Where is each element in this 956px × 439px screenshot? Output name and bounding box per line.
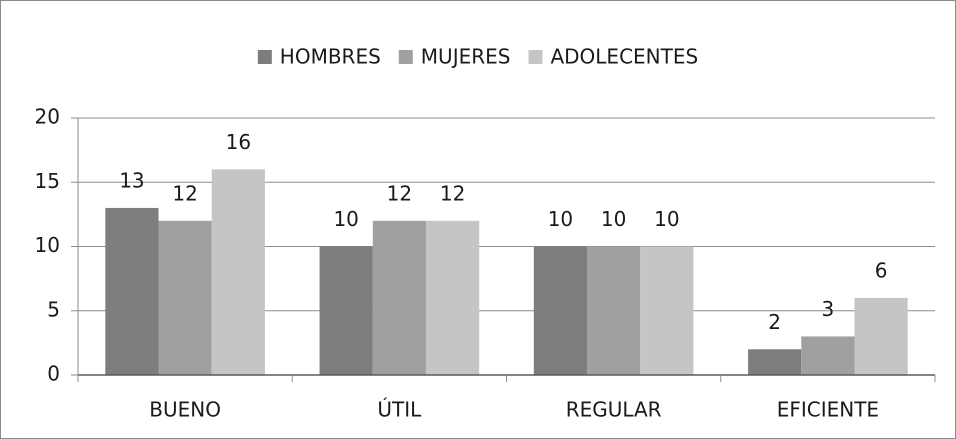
bar [854, 297, 908, 375]
bar [640, 246, 694, 375]
legend-swatch [528, 50, 543, 64]
bar [105, 207, 159, 375]
x-tick-label: REGULAR [566, 398, 662, 422]
y-tick-label: 10 [35, 233, 60, 257]
bar [319, 246, 373, 375]
data-label: 13 [119, 168, 144, 192]
y-tick-label: 5 [47, 297, 60, 321]
data-label: 10 [548, 207, 573, 231]
y-tick-label: 15 [35, 169, 60, 193]
x-tick-label: BUENO [149, 398, 221, 422]
bar [748, 349, 802, 375]
data-label: 2 [768, 310, 781, 334]
bar [425, 220, 480, 375]
x-tick-label: ÚTIL [377, 398, 422, 422]
data-label: 16 [226, 130, 251, 154]
data-label: 10 [654, 207, 679, 231]
legend-label: HOMBRES [280, 45, 381, 69]
data-label: 10 [333, 207, 358, 231]
bar [587, 246, 641, 375]
bar [533, 246, 588, 375]
bar [158, 220, 212, 375]
y-tick-label: 20 [35, 105, 60, 129]
legend-label: MUJERES [421, 45, 511, 69]
bar [372, 220, 426, 375]
legend-swatch [257, 50, 272, 64]
data-label: 6 [875, 258, 888, 282]
data-label: 12 [440, 181, 465, 205]
legend-label: ADOLECENTES [550, 45, 698, 69]
data-label: 3 [822, 297, 835, 321]
bar [801, 336, 855, 375]
x-tick-label: EFICIENTE [777, 398, 879, 422]
y-tick-label: 0 [47, 362, 60, 386]
data-label: 10 [601, 207, 626, 231]
bar [211, 169, 265, 375]
data-label: 12 [172, 181, 197, 205]
legend-swatch [398, 50, 413, 64]
data-label: 12 [387, 181, 412, 205]
